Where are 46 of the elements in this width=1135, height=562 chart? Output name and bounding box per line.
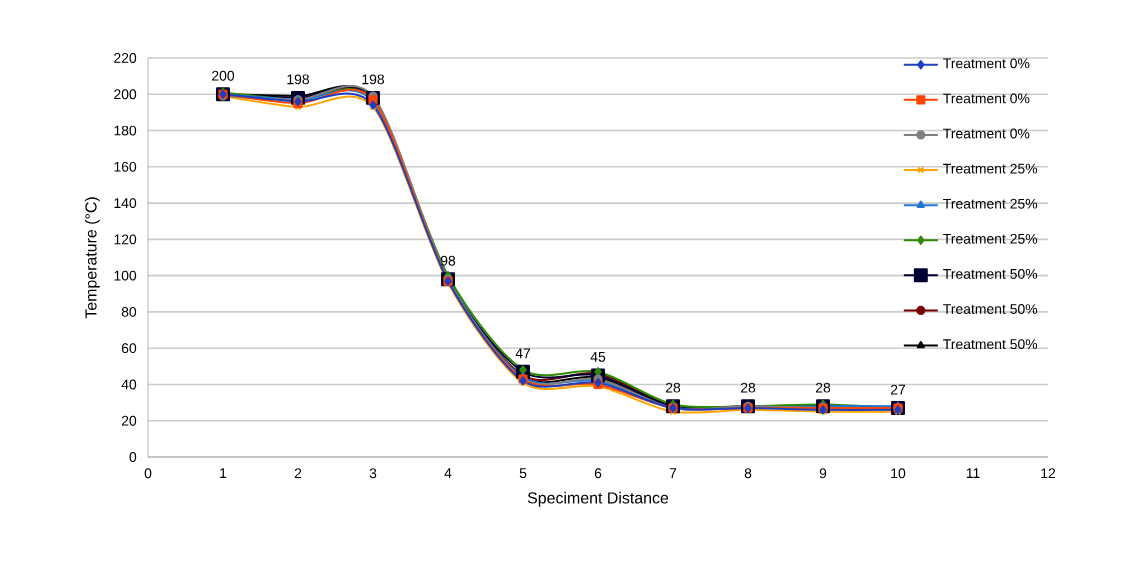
y-tick-label: 100 xyxy=(114,270,137,281)
y-axis-title: Temperature (°C) xyxy=(84,197,100,319)
legend-label: Treatment 25% xyxy=(943,163,1038,174)
y-tick-label: 140 xyxy=(114,198,137,209)
x-tick-label: 3 xyxy=(369,468,377,479)
data-label: 98 xyxy=(440,255,456,266)
x-tick-label: 9 xyxy=(819,468,827,479)
legend-label: Treatment 50% xyxy=(943,339,1038,350)
legend-label: Treatment 25% xyxy=(943,198,1038,209)
y-tick-label: 120 xyxy=(114,234,137,245)
legend-label: Treatment 0% xyxy=(943,128,1030,139)
legend-label: Treatment 25% xyxy=(943,233,1038,244)
x-tick-label: 12 xyxy=(1041,468,1056,479)
x-tick-label: 7 xyxy=(669,468,677,478)
x-tick-label: 0 xyxy=(144,468,152,479)
y-tick-label: 160 xyxy=(114,161,137,172)
data-label: 47 xyxy=(515,348,531,359)
x-tick-label: 4 xyxy=(444,468,452,478)
data-label: 28 xyxy=(740,382,756,393)
legend-label: Treatment 50% xyxy=(943,268,1038,279)
x-tick-label: 10 xyxy=(891,468,906,479)
y-tick-label: 40 xyxy=(121,379,137,390)
x-tick-label: 1 xyxy=(220,468,227,478)
x-tick-label: 11 xyxy=(966,468,980,478)
y-tick-label: 0 xyxy=(129,452,137,462)
x-tick-label: 8 xyxy=(744,468,752,479)
legend-label: Treatment 0% xyxy=(943,93,1030,104)
y-tick-label: 20 xyxy=(121,415,137,426)
x-tick-label: 2 xyxy=(294,468,302,479)
y-tick-label: 220 xyxy=(114,53,137,63)
data-label: 28 xyxy=(665,382,681,393)
y-tick-label: 60 xyxy=(121,343,137,354)
data-label: 198 xyxy=(362,74,385,85)
legend-label: Treatment 50% xyxy=(943,304,1038,314)
y-tick-label: 80 xyxy=(121,306,137,317)
y-tick-label: 200 xyxy=(114,89,137,100)
x-tick-label: 5 xyxy=(519,468,527,479)
x-tick-label: 6 xyxy=(594,468,602,479)
legend-label: Treatment 0% xyxy=(943,58,1030,69)
data-label: 27 xyxy=(890,384,906,395)
data-label: 28 xyxy=(815,382,831,393)
data-label: 198 xyxy=(287,74,310,85)
data-label: 200 xyxy=(212,70,235,81)
data-label: 45 xyxy=(590,352,606,362)
x-axis-title: Speciment Distance xyxy=(527,491,669,507)
y-tick-label: 180 xyxy=(114,125,137,136)
